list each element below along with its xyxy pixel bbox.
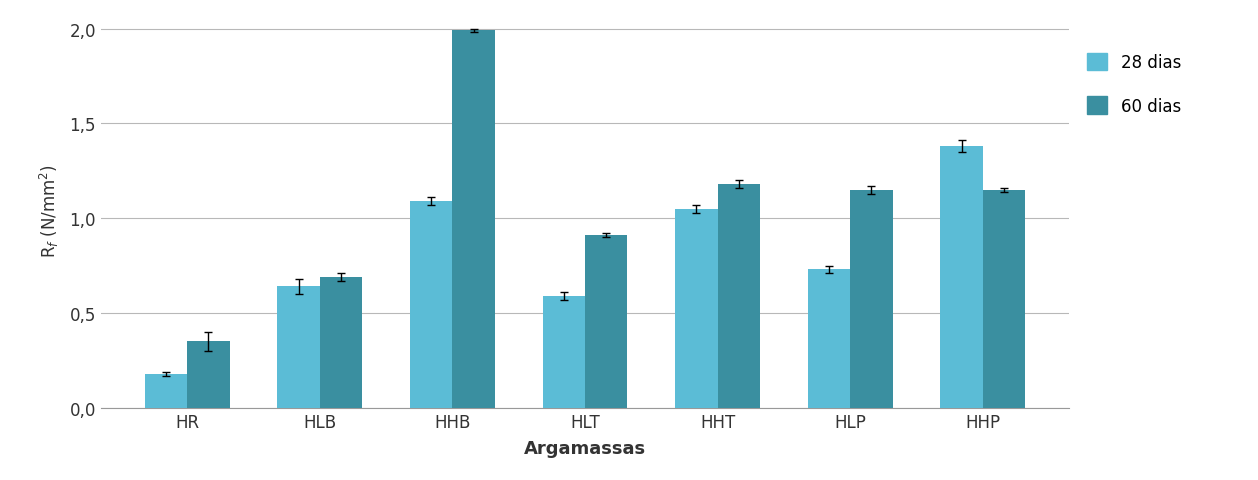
Bar — [850, 191, 893, 408]
X-axis label: Argamassas: Argamassas — [523, 439, 647, 457]
Bar — [453, 31, 494, 408]
Bar — [320, 277, 362, 408]
Bar — [717, 185, 760, 408]
Bar — [808, 270, 850, 408]
Bar — [145, 374, 187, 408]
Bar — [187, 342, 229, 408]
Bar — [676, 209, 717, 408]
Bar — [277, 287, 320, 408]
Bar — [941, 147, 982, 408]
Y-axis label: R$_f$ (N/mm$^2$): R$_f$ (N/mm$^2$) — [38, 165, 60, 258]
Bar — [982, 191, 1025, 408]
Legend: 28 dias, 60 dias: 28 dias, 60 dias — [1087, 54, 1181, 115]
Bar — [542, 296, 585, 408]
Bar — [410, 202, 453, 408]
Bar — [585, 236, 628, 408]
